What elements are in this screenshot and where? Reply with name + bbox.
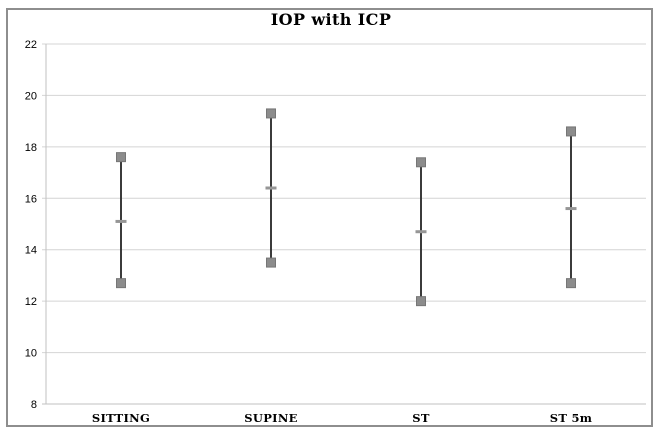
x-category-label: ST (412, 411, 430, 425)
y-tick-label: 8 (31, 399, 37, 411)
low-marker (266, 257, 276, 268)
high-marker (266, 108, 276, 119)
chart-title: IOP with ICP (270, 10, 392, 29)
high-marker (566, 126, 576, 137)
x-category-label: SITTING (92, 411, 150, 425)
mean-marker (565, 207, 577, 211)
x-category-label: ST 5m (550, 411, 593, 425)
low-marker (416, 296, 426, 307)
mean-marker (265, 186, 277, 190)
mean-marker (415, 230, 427, 234)
high-marker (116, 152, 126, 163)
figure-border (6, 8, 653, 427)
low-marker (566, 278, 576, 289)
y-tick-label: 10 (25, 348, 37, 360)
y-tick-label: 16 (25, 193, 37, 205)
mean-marker (115, 219, 127, 223)
x-category-label: SUPINE (244, 411, 297, 425)
y-tick-label: 20 (25, 90, 37, 102)
y-tick-label: 12 (25, 296, 37, 308)
y-tick-label: 18 (25, 142, 37, 154)
low-marker (116, 278, 126, 289)
high-marker (416, 157, 426, 168)
y-tick-label: 22 (25, 39, 37, 51)
y-tick-label: 14 (25, 245, 37, 257)
